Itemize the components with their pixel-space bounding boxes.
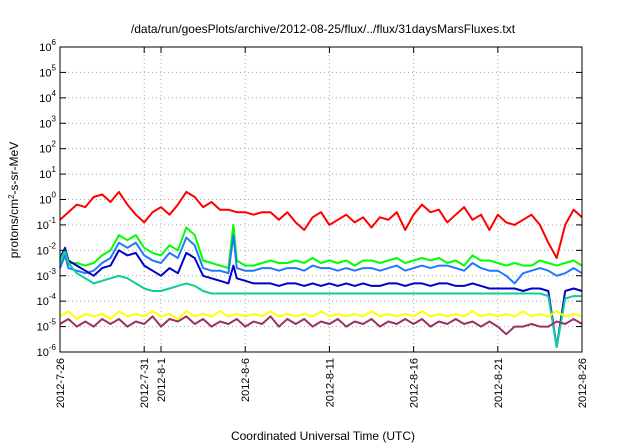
y-tick-label: 10-5 [37, 318, 57, 334]
x-axis-ticks: 2012-7-26 2012-7-31 2012-8-1 2012-8-6 2012-8… [55, 47, 589, 408]
series-line-5 [59, 249, 582, 348]
y-tick-label: 102 [39, 140, 56, 156]
series-line-1 [59, 190, 583, 259]
y-axis-ticks: 10-6 10-5 10-4 10-3 10-2 10-1 100 101 102 103 104 1… [37, 38, 582, 359]
y-tick-label: 10-4 [37, 292, 57, 308]
y-tick-label: 104 [39, 89, 56, 105]
y-tick-label: 103 [39, 114, 56, 130]
series-line-7 [59, 315, 583, 336]
x-tick-label: 2012-8-26 [577, 358, 589, 408]
x-tick-label: 2012-7-31 [139, 358, 151, 408]
series-line-6 [59, 310, 583, 320]
y-tick-label: 10-3 [37, 267, 57, 283]
y-tick-label: 106 [39, 38, 56, 54]
series-line-2 [59, 223, 583, 270]
y-tick-label: 10-2 [37, 241, 57, 257]
x-tick-label: 2012-8-6 [240, 358, 252, 402]
grid-lines [60, 47, 582, 352]
x-tick-label: 2012-8-1 [156, 358, 168, 402]
y-tick-label: 10-6 [37, 343, 57, 359]
y-axis-label-rest: -s-sr-MeV [7, 142, 21, 195]
y-tick-label: 105 [39, 63, 56, 79]
x-tick-label: 2012-8-21 [493, 358, 505, 408]
y-axis-label-sup: 2 [7, 194, 16, 199]
x-axis-label: Coordinated Universal Time (UTC) [231, 429, 415, 443]
chart-title: /data/run/goesPlots/archive/2012-08-25/f… [131, 22, 516, 36]
x-tick-label: 2012-8-11 [324, 358, 336, 407]
y-axis-label-main: protons/cm [7, 199, 21, 258]
series-line-3 [59, 234, 583, 285]
y-tick-label: 101 [39, 165, 56, 181]
x-tick-label: 2012-8-16 [409, 358, 421, 408]
y-tick-label: 10-1 [37, 216, 57, 232]
y-axis-label: protons/cm2-s-sr-MeV [7, 142, 22, 258]
series-line-4 [59, 246, 583, 348]
x-tick-label: 2012-7-26 [55, 358, 67, 408]
y-tick-label: 100 [39, 191, 56, 207]
series-lines [59, 190, 583, 348]
